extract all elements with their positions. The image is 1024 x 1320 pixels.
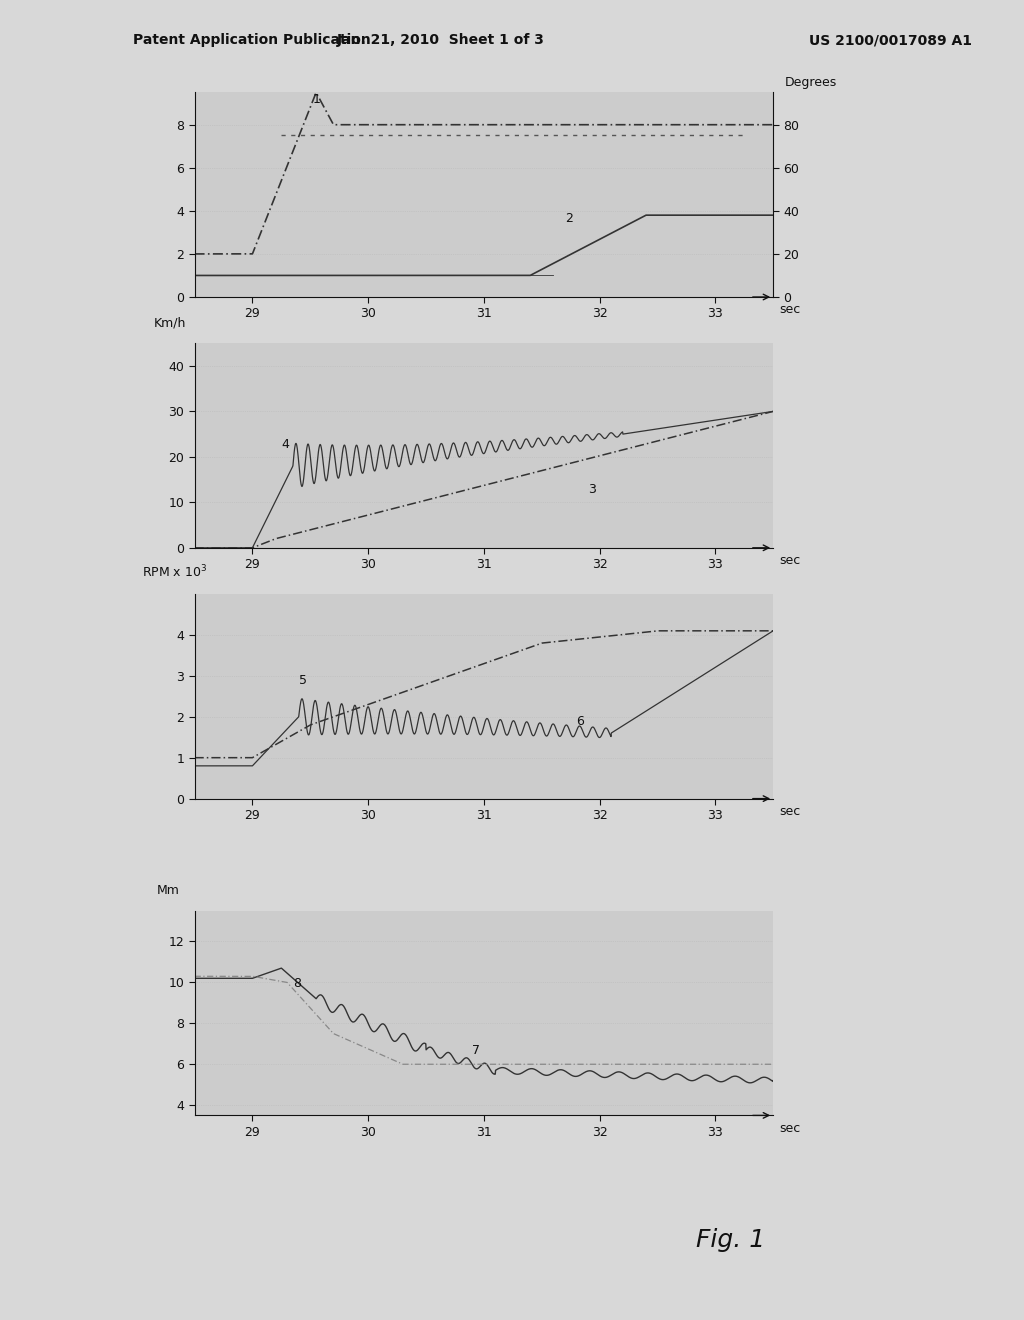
- Text: 8: 8: [293, 977, 301, 990]
- Text: 3: 3: [588, 483, 596, 496]
- Text: sec: sec: [779, 1122, 800, 1135]
- Text: 7: 7: [472, 1044, 480, 1057]
- Text: sec: sec: [779, 554, 800, 568]
- Text: sec: sec: [779, 304, 800, 317]
- Text: sec: sec: [779, 805, 800, 818]
- Text: 4: 4: [282, 438, 289, 450]
- Text: Patent Application Publication: Patent Application Publication: [133, 33, 371, 48]
- Text: 5: 5: [299, 675, 307, 686]
- Text: 1: 1: [312, 94, 321, 106]
- Text: US 2100/0017089 A1: US 2100/0017089 A1: [809, 33, 972, 48]
- Text: Mm: Mm: [157, 884, 180, 898]
- Text: 6: 6: [577, 715, 585, 727]
- Text: Fig. 1: Fig. 1: [696, 1229, 766, 1253]
- Text: Km/h: Km/h: [154, 317, 186, 330]
- Text: 2: 2: [565, 211, 572, 224]
- Text: Jan. 21, 2010  Sheet 1 of 3: Jan. 21, 2010 Sheet 1 of 3: [336, 33, 545, 48]
- Text: RPM x $10^3$: RPM x $10^3$: [142, 564, 208, 581]
- Text: Degrees: Degrees: [784, 77, 837, 88]
